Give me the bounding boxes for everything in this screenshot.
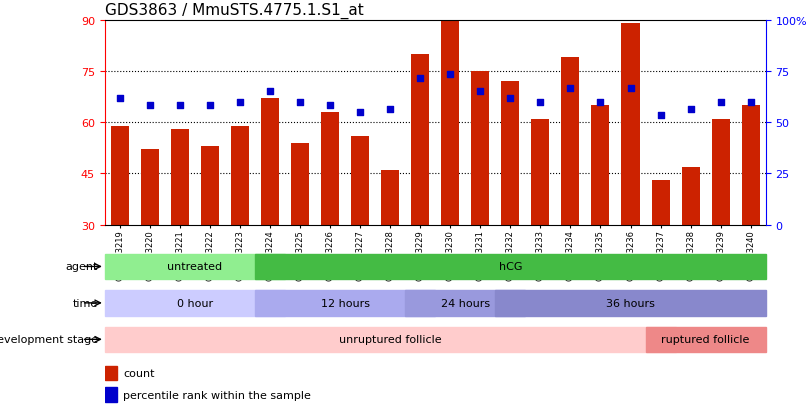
Bar	[712, 119, 729, 225]
Text: time: time	[73, 298, 98, 308]
Point	[534, 99, 546, 106]
Bar	[105, 254, 285, 280]
Bar	[381, 171, 399, 225]
Point	[684, 106, 697, 112]
Point	[324, 102, 337, 109]
Text: ruptured follicle: ruptured follicle	[662, 335, 750, 344]
Bar	[141, 150, 159, 225]
Bar	[501, 82, 519, 225]
Point	[114, 96, 127, 102]
Point	[234, 99, 247, 106]
Bar	[405, 290, 526, 316]
Point	[714, 99, 727, 106]
Text: unruptured follicle: unruptured follicle	[339, 335, 442, 344]
Bar	[472, 72, 489, 225]
Bar	[105, 290, 285, 316]
Bar	[441, 17, 459, 225]
Text: agent: agent	[66, 262, 98, 272]
Text: 12 hours: 12 hours	[321, 298, 370, 308]
Bar	[261, 99, 279, 225]
Bar	[255, 290, 435, 316]
Bar	[171, 130, 189, 225]
Text: percentile rank within the sample: percentile rank within the sample	[123, 389, 311, 400]
Bar	[531, 119, 550, 225]
Bar	[682, 167, 700, 225]
Bar	[646, 327, 766, 352]
Point	[384, 106, 397, 112]
Text: 0 hour: 0 hour	[177, 298, 213, 308]
Bar	[321, 113, 339, 225]
Bar	[592, 106, 609, 225]
Text: hCG: hCG	[499, 262, 522, 272]
Bar	[201, 147, 219, 225]
Text: 24 hours: 24 hours	[441, 298, 490, 308]
Point	[564, 85, 577, 92]
Text: 36 hours: 36 hours	[606, 298, 655, 308]
Bar	[562, 58, 580, 225]
Point	[354, 109, 367, 116]
Text: development stage: development stage	[0, 335, 98, 344]
Bar	[651, 181, 670, 225]
Point	[173, 102, 186, 109]
Bar	[291, 143, 309, 225]
Bar	[255, 254, 766, 280]
Point	[624, 85, 637, 92]
Text: count: count	[123, 368, 155, 378]
Point	[594, 99, 607, 106]
Bar	[496, 290, 766, 316]
Point	[654, 113, 667, 119]
Bar	[742, 106, 760, 225]
Bar	[105, 387, 117, 402]
Bar	[105, 366, 117, 380]
Point	[143, 102, 156, 109]
Point	[744, 99, 757, 106]
Point	[293, 99, 306, 106]
Bar	[351, 136, 369, 225]
Bar	[110, 126, 129, 225]
Point	[474, 89, 487, 95]
Bar	[621, 24, 639, 225]
Point	[203, 102, 216, 109]
Point	[444, 72, 457, 78]
Point	[413, 75, 426, 82]
Point	[264, 89, 276, 95]
Point	[504, 96, 517, 102]
Text: GDS3863 / MmuSTS.4775.1.S1_at: GDS3863 / MmuSTS.4775.1.S1_at	[105, 3, 364, 19]
Bar	[105, 327, 675, 352]
Bar	[231, 126, 249, 225]
Bar	[411, 55, 430, 225]
Text: untreated: untreated	[168, 262, 222, 272]
